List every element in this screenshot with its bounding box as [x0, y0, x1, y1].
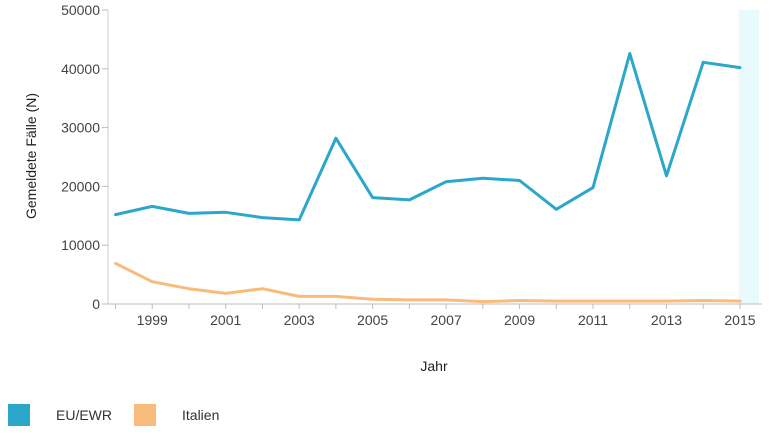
tick-labels: 0 10000 20000 30000 40000 50000 1999 2001 2003 20… [61, 2, 756, 328]
axes [102, 9, 762, 309]
x-tick-label: 1999 [137, 312, 168, 328]
y-tick-label: 10000 [61, 237, 100, 253]
legend: EU/EWR Italien [8, 404, 241, 426]
y-tick-label: 0 [92, 296, 100, 312]
x-axis-title: Jahr [420, 358, 448, 374]
series-lines [114, 52, 742, 304]
series-line-italien [114, 261, 742, 304]
legend-item-eu-ewr: EU/EWR [8, 404, 112, 426]
legend-item-italien: Italien [134, 404, 219, 426]
y-tick-label: 50000 [61, 2, 100, 18]
legend-label-italien: Italien [182, 407, 220, 423]
legend-label-eu-ewr: EU/EWR [56, 407, 112, 423]
x-tick-label: 2009 [504, 312, 535, 328]
x-tick-label: 2013 [651, 312, 682, 328]
y-tick-label: 30000 [61, 120, 100, 136]
highlight-band-layer [738, 10, 759, 304]
y-tick-label: 40000 [61, 61, 100, 77]
legend-swatch-eu-ewr [8, 404, 30, 426]
x-tick-label: 2003 [284, 312, 315, 328]
legend-swatch-italien [134, 404, 156, 426]
x-tick-label: 2011 [578, 312, 608, 328]
series-line-eu-ewr [114, 52, 742, 222]
x-tick-label: 2007 [431, 312, 462, 328]
y-axis-title: Gemeldete Fälle (N) [23, 93, 39, 219]
y-tick-label: 20000 [61, 178, 100, 194]
line-chart: 0 10000 20000 30000 40000 50000 1999 2001 2003 20… [23, 2, 762, 374]
highlight-band [738, 10, 759, 304]
x-tick-label: 2005 [357, 312, 388, 328]
x-tick-label: 2015 [724, 312, 755, 328]
x-tick-label: 2001 [210, 312, 241, 328]
